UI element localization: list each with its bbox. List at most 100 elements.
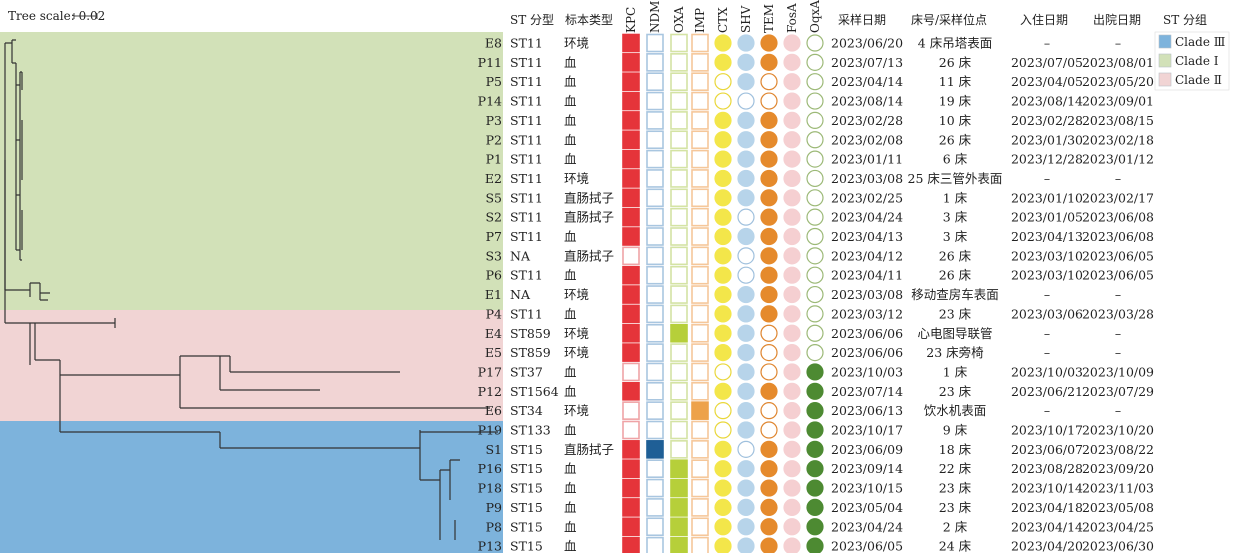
bed-location: 23 床: [939, 500, 972, 515]
gene-tem-cell: [760, 460, 778, 478]
gene-ctx-cell: [714, 498, 732, 516]
gene-ctx-cell: [714, 382, 732, 400]
table-row: P6 ST11 血 2023/04/11 26 床 2023/03/102023/06/0…: [486, 265, 1154, 285]
gene-tem-cell: [760, 34, 778, 52]
gene-imp-cell: [691, 72, 709, 91]
st-type: ST15: [510, 481, 543, 496]
sampling-date: 2023/04/13: [831, 229, 903, 244]
gene-ctx-cell: [714, 169, 732, 188]
gene-fosa-cell: [783, 460, 801, 478]
header-gene-oxa: OXA: [672, 6, 686, 33]
gene-ndm-cell: [646, 130, 664, 150]
gene-shv-cell: [737, 460, 755, 478]
discharge-date: 2023/09/01: [1082, 94, 1154, 109]
gene-ndm-cell: [646, 343, 664, 362]
gene-shv-cell: [737, 382, 755, 400]
sample-id: P1: [486, 152, 502, 167]
gene-tem-cell: [760, 344, 778, 362]
gene-fosa-cell: [783, 169, 801, 188]
gene-fosa-cell: [783, 131, 801, 149]
gene-tem-cell: [760, 421, 778, 439]
gene-oqxa-cell: [806, 479, 824, 497]
gene-oxa-cell: [670, 381, 688, 401]
gene-fosa-cell: [783, 34, 801, 52]
gene-ctx-cell: [714, 479, 732, 497]
gene-fosa-cell: [783, 285, 801, 304]
gene-oxa-cell: [670, 72, 688, 91]
gene-fosa-cell: [783, 479, 801, 497]
sampling-date: 2023/06/06: [831, 345, 903, 360]
gene-imp-cell: [691, 246, 709, 266]
st-type: ST11: [510, 74, 543, 89]
bed-location: 心电图导联管: [917, 326, 992, 341]
gene-kpc-cell: [622, 265, 640, 285]
discharge-date: 2023/10/09: [1082, 364, 1154, 379]
gene-ndm-cell: [646, 72, 664, 91]
st-type: ST11: [510, 152, 543, 167]
admit-date: –: [1044, 326, 1050, 341]
st-type: ST15: [510, 539, 543, 553]
st-type: ST11: [510, 94, 543, 109]
gene-fosa-cell: [783, 537, 801, 553]
gene-ndm-cell: [646, 188, 664, 208]
gene-kpc-cell: [622, 536, 640, 553]
table-row: P19 ST133 血 2023/10/17 9 床 2023/10/172023/10/…: [478, 420, 1154, 440]
sampling-date: 2023/04/11: [831, 268, 903, 283]
sample-type: 环境: [564, 171, 589, 186]
gene-kpc-cell: [622, 401, 640, 420]
gene-ctx-cell: [714, 247, 732, 265]
bed-location: 移动查房车表面: [911, 287, 999, 302]
table-row: E6 ST34 环境 2023/06/13 饮水机表面 – –: [485, 401, 1121, 420]
gene-oxa-cell: [670, 362, 688, 382]
admit-date: 2023/04/05: [1011, 74, 1083, 89]
sample-id: P7: [486, 229, 502, 244]
gene-shv-cell: [737, 227, 755, 246]
bed-location: 饮水机表面: [924, 403, 987, 418]
admit-date: –: [1044, 36, 1050, 51]
gene-imp-cell: [691, 381, 709, 401]
gene-oqxa-cell: [806, 305, 824, 323]
clade-1-band: [0, 32, 503, 310]
gene-ndm-cell: [646, 459, 664, 479]
gene-imp-cell: [691, 362, 709, 382]
gene-fosa-cell: [783, 266, 801, 284]
gene-oxa-cell: [670, 207, 688, 227]
bed-location: 4 床吊塔表面: [918, 36, 992, 51]
table-row: P11 ST11 血 2023/07/13 26 床 2023/07/052023/08/…: [478, 53, 1154, 72]
gene-kpc-cell: [622, 188, 640, 208]
gene-ctx-cell: [714, 537, 732, 553]
admit-date: 2023/01/30: [1011, 132, 1083, 147]
sample-id: E8: [485, 36, 502, 51]
header-gene-ctx: CTX: [716, 7, 730, 33]
admit-date: 2023/12/28: [1011, 152, 1083, 167]
sample-type: 直肠拭子: [564, 190, 614, 205]
table-row: P14 ST11 血 2023/08/14 19 床 2023/08/142023/09/…: [478, 91, 1154, 111]
gene-ndm-cell: [646, 517, 664, 537]
gene-fosa-cell: [783, 344, 801, 362]
gene-kpc-cell: [622, 130, 640, 150]
gene-oxa-cell: [670, 53, 688, 72]
gene-shv-cell: [737, 247, 755, 265]
table-row: E4 ST859 环境 2023/06/06 心电图导联管 – –: [485, 323, 1121, 343]
sampling-date: 2023/04/24: [831, 210, 903, 225]
tree-branches: [4, 39, 498, 540]
gene-oxa-cell: [670, 188, 688, 208]
gene-ndm-cell: [646, 91, 664, 111]
header-gene-oqxa: OqxA: [808, 0, 822, 33]
discharge-date: 2023/11/03: [1082, 481, 1154, 496]
tree-scale-label: Tree scale: 0.02: [8, 9, 105, 23]
st-type: ST15: [510, 500, 543, 515]
gene-imp-cell: [691, 304, 709, 324]
gene-tem-cell: [760, 266, 778, 284]
gene-kpc-cell: [622, 420, 640, 440]
gene-shv-cell: [737, 169, 755, 188]
header-gene-fosa: FosA: [785, 3, 799, 33]
discharge-date: –: [1115, 36, 1121, 51]
legend-swatch: [1158, 53, 1172, 68]
gene-oqxa-cell: [806, 421, 824, 439]
sampling-date: 2023/02/08: [831, 132, 903, 147]
gene-oqxa-cell: [806, 131, 824, 149]
gene-shv-cell: [737, 402, 755, 420]
bed-location: 3 床: [943, 229, 968, 244]
